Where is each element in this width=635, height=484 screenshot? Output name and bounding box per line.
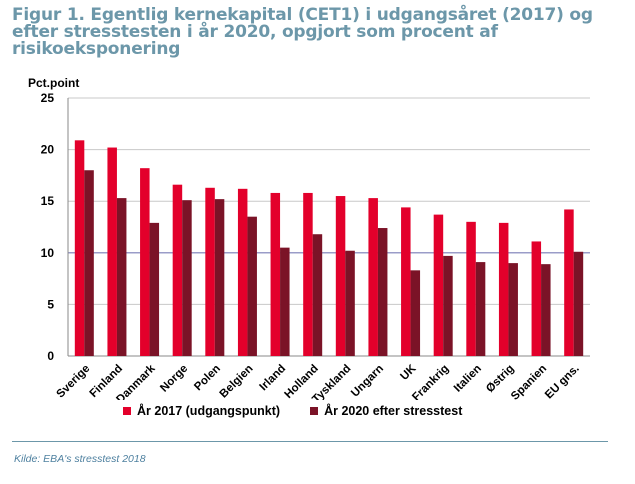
- x-tick-label: Norge: [158, 363, 190, 395]
- x-tick-label: Frankrig: [410, 363, 451, 400]
- x-tick-label: UK: [398, 362, 419, 383]
- bar-2020: [116, 198, 127, 356]
- bar-2017: [335, 196, 346, 356]
- bar-2020: [214, 199, 225, 356]
- x-tick-label: Ungarn: [349, 363, 386, 400]
- bar-2020: [410, 270, 421, 356]
- y-tick-label: 10: [41, 246, 55, 260]
- legend-swatch-2020: [310, 407, 319, 415]
- bar-2017: [270, 192, 281, 356]
- x-tick-label: Irland: [258, 363, 289, 394]
- bar-chart: Pct.point 0 5 10 15 20 25 SverigeFinlandDanma…: [28, 76, 590, 400]
- y-tick-label: 20: [41, 143, 55, 157]
- bar-2020: [541, 264, 551, 356]
- bar-2020: [280, 247, 290, 356]
- legend-item-2020: År 2020 efter stresstest: [310, 404, 462, 418]
- bar-2020: [345, 250, 355, 356]
- bar-2017: [368, 198, 378, 356]
- bar-2017: [107, 147, 117, 356]
- bar-2020: [475, 262, 486, 356]
- bar-2020: [312, 234, 323, 356]
- x-tick-label: Østrig: [484, 363, 516, 395]
- figure-title: Figur 1. Egentlig kernekapital (CET1) i …: [12, 7, 612, 58]
- y-tick-labels: 0 5 10 15 20 25: [41, 91, 55, 363]
- legend-item-2017: År 2017 (udgangspunkt): [123, 404, 280, 418]
- bar-2020: [149, 222, 160, 356]
- bar-2017: [466, 221, 476, 356]
- bar-2017: [74, 140, 85, 356]
- bar-2017: [498, 222, 509, 356]
- figure-title-line-3: risikoeksponering: [12, 39, 181, 59]
- figure-title-line-1: Figur 1. Egentlig kernekapital (CET1) i …: [12, 5, 593, 25]
- legend: År 2017 (udgangspunkt) År 2020 efter str…: [123, 404, 462, 418]
- y-tick-label: 0: [47, 349, 54, 363]
- y-tick-label: 25: [41, 91, 55, 105]
- bar-2020: [182, 200, 192, 356]
- bars: [74, 140, 584, 356]
- bar-2017: [172, 184, 183, 356]
- bar-2017: [303, 192, 313, 356]
- x-tick-label: Polen: [192, 363, 223, 394]
- bar-2020: [84, 170, 94, 356]
- y-tick-label: 5: [47, 297, 54, 311]
- y-axis-label: Pct.point: [28, 76, 79, 90]
- bar-2020: [377, 228, 388, 356]
- source-note: Kilde: EBA's stresstest 2018: [14, 453, 146, 465]
- x-tick-label: Belgien: [218, 363, 256, 400]
- divider-line: [12, 441, 608, 442]
- figure-title-line-2: efter stresstesten i år 2020, opgjort so…: [12, 22, 498, 42]
- bar-2017: [433, 214, 444, 356]
- legend-label-2017: År 2017 (udgangspunkt): [137, 404, 281, 418]
- legend-label-2020: År 2020 efter stresstest: [324, 404, 463, 418]
- bar-2020: [443, 255, 453, 356]
- bar-2017: [140, 168, 150, 356]
- x-tick-label: Italien: [452, 363, 484, 395]
- bar-2017: [237, 188, 248, 356]
- bar-2017: [564, 209, 574, 356]
- bar-2017: [531, 241, 542, 356]
- legend-swatch-2017: [123, 407, 131, 415]
- bar-2020: [573, 251, 584, 356]
- x-tick-label: Sverige: [55, 363, 93, 400]
- y-tick-label: 15: [41, 194, 55, 208]
- bar-2017: [401, 207, 411, 356]
- x-tick-label: EU gns.: [543, 363, 582, 400]
- bar-2017: [205, 187, 215, 356]
- bar-2020: [247, 216, 257, 356]
- bar-2020: [508, 263, 518, 356]
